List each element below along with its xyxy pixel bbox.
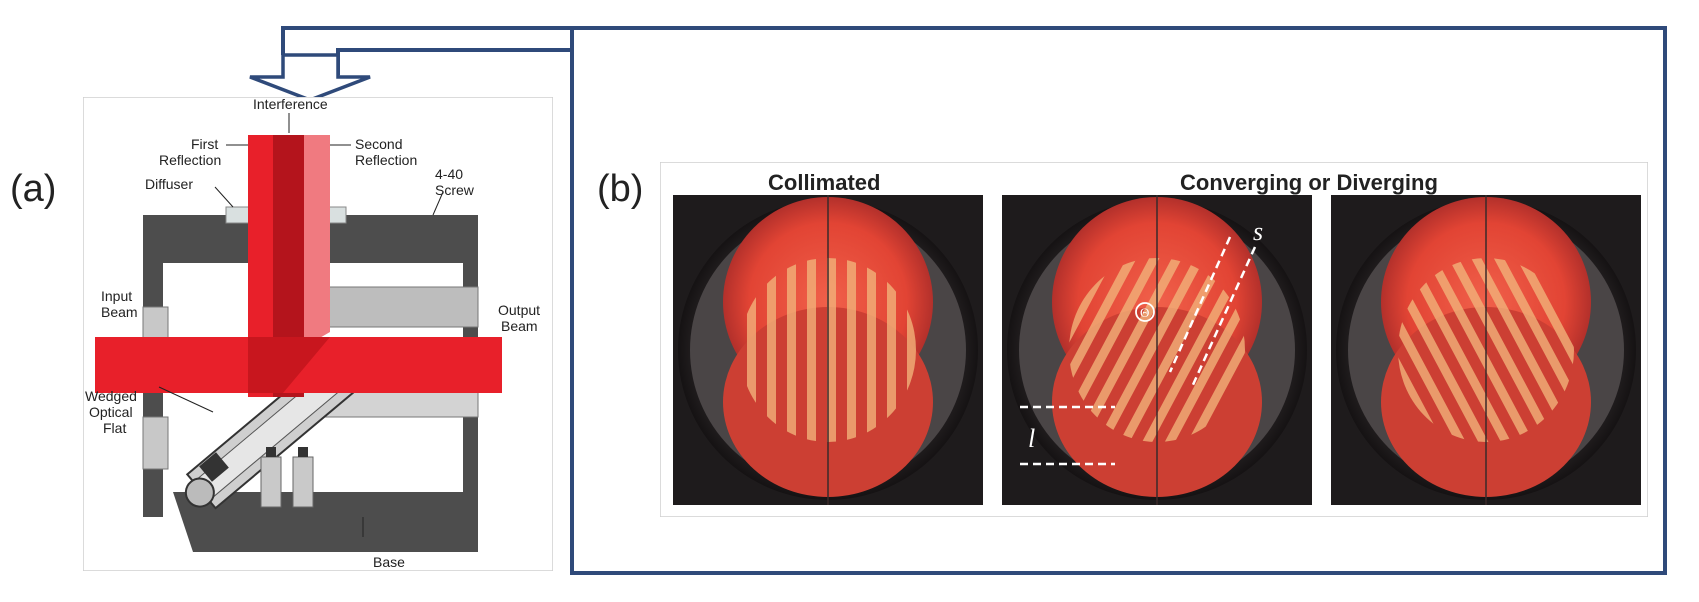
label-diffuser: Diffuser [145, 176, 193, 192]
annotation-s: s [1253, 217, 1263, 246]
label-interference: Interference [253, 97, 328, 112]
title-collimated: Collimated [768, 170, 880, 195]
annotation-theta: Θ [1140, 305, 1149, 320]
shear-interference-photos: Collimated Converging or Diverging [660, 162, 1648, 517]
down-arrow-icon [249, 53, 371, 102]
title-converging-diverging: Converging or Diverging [1180, 170, 1438, 195]
adjust-screw [199, 452, 229, 482]
label-screw-2: Screw [435, 182, 475, 198]
label-base: Base [373, 554, 405, 570]
annotation-l: l [1028, 424, 1035, 453]
label-wedged-1: Wedged [85, 388, 137, 404]
panel-a-label: (a) [10, 168, 57, 210]
label-second-reflection-1: Second [355, 136, 402, 152]
label-input-beam-1: Input [101, 288, 132, 304]
label-wedged-2: Optical [89, 404, 133, 420]
label-output-beam-1: Output [498, 302, 540, 318]
label-output-beam-2: Beam [501, 318, 538, 334]
label-first-reflection-1: First [191, 136, 218, 152]
connector-frame [570, 26, 1667, 575]
photo-converging: Θ s l [1002, 195, 1312, 505]
fringes-vertical [747, 258, 916, 442]
shear-plate-diagram: Interference First Reflection Second Ref… [83, 97, 553, 571]
photo-collimated [673, 195, 983, 505]
theta-marker [1135, 302, 1155, 322]
label-second-reflection-2: Reflection [355, 152, 417, 168]
label-wedged-3: Flat [103, 420, 126, 436]
label-screw-1: 4-40 [435, 166, 463, 182]
mounting-posts [260, 447, 314, 508]
label-input-beam-2: Beam [101, 304, 138, 320]
annotation-dashes [1020, 236, 1257, 466]
connector-inner-line [336, 48, 572, 75]
photo-diverging [1331, 195, 1641, 505]
label-first-reflection-2: Reflection [159, 152, 221, 168]
panel-b-label: (b) [597, 168, 644, 210]
connector-top-line [281, 26, 572, 55]
